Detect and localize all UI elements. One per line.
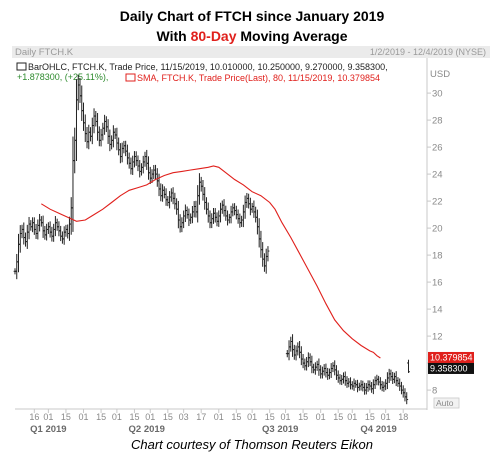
x-tick-label: 01 (145, 412, 155, 422)
x-tick-label: 01 (316, 412, 326, 422)
x-tick-label: 01 (79, 412, 89, 422)
y-tick-label: 20 (432, 224, 443, 235)
ma-value-flag: 10.379854 (428, 351, 474, 363)
x-quarter-label: Q4 2019 (360, 424, 396, 435)
y-tick-label: 26 (432, 143, 443, 154)
x-tick-label: 18 (398, 412, 408, 422)
last-price-flag-text: 9.358300 (430, 363, 468, 373)
y-tick-label: 12 (432, 332, 443, 343)
currency-label: USD (430, 69, 450, 80)
x-tick-label: 01 (112, 412, 122, 422)
x-tick-label: 16 (29, 412, 39, 422)
y-tick-label: 8 (432, 386, 437, 397)
x-tick-label: 01 (247, 412, 257, 422)
ohlc-bar (266, 246, 270, 262)
x-quarter-label: Q1 2019 (30, 424, 66, 435)
x-tick-label: 15 (333, 412, 343, 422)
ohlc-bar (407, 359, 410, 373)
x-tick-label: 15 (129, 412, 139, 422)
x-tick-label: 01 (281, 412, 291, 422)
y-axis-ticks: 81012141618202224262830 (427, 89, 443, 397)
x-tick-label: 15 (365, 412, 375, 422)
last-price-flag-box (428, 362, 474, 374)
x-tick-label: 15 (96, 412, 106, 422)
y-tick-label: 28 (432, 116, 443, 127)
x-tick-label: 01 (43, 412, 53, 422)
chart-credit: Chart courtesy of Thomson Reuters Eikon (130, 437, 374, 452)
x-tick-label: 15 (163, 412, 173, 422)
x-axis-ticks: 16 01 15 01 15 01 15 01 15 03 17 01 15 01 15 01 15 01 15 01… (29, 409, 408, 435)
y-tick-label: 30 (432, 89, 443, 100)
ma-flag-box (428, 351, 474, 363)
ma-flag-text: 10.379854 (430, 352, 473, 362)
legend-change-text: +1.878300, (+25.11%), (17, 72, 108, 82)
panel-header-bar (12, 46, 490, 58)
x-tick-label: 15 (265, 412, 275, 422)
title-prefix: With (156, 28, 191, 44)
auto-scale-button[interactable] (433, 397, 460, 409)
y-tick-label: 14 (432, 305, 443, 316)
x-tick-label: 01 (381, 412, 391, 422)
y-tick-label: 18 (432, 251, 443, 262)
moving-average-line (41, 165, 381, 359)
last-price-flag: 9.358300 (428, 362, 474, 374)
auto-scale-label: Auto (436, 398, 454, 408)
panel-title: Daily FTCH.K (15, 47, 74, 58)
x-tick-label: 01 (347, 412, 357, 422)
legend-sma-text: SMA, FTCH.K, Trade Price(Last), 80, 11/1… (137, 73, 380, 83)
legend-ohlc-text: BarOHLC, FTCH.K, Trade Price, 11/15/2019… (28, 62, 388, 72)
legend-ohlc-swatch (16, 62, 27, 71)
x-tick-label: 01 (214, 412, 224, 422)
title-accent: 80-Day (190, 28, 237, 44)
title-suffix: Moving Average (236, 28, 348, 44)
ohlc-bar (405, 392, 409, 405)
x-tick-label: 15 (298, 412, 308, 422)
x-tick-label: 17 (196, 412, 206, 422)
legend: BarOHLC, FTCH.K, Trade Price, 11/15/2019… (16, 62, 388, 83)
chart-title-line1: Daily Chart of FTCH since January 2019 (119, 8, 385, 24)
legend-sma-swatch (125, 73, 136, 82)
chart-title-line2: With 80-Day Moving Average (0, 28, 504, 44)
y-tick-label: 22 (432, 197, 443, 208)
x-tick-label: 15 (61, 412, 71, 422)
x-tick-label: 15 (231, 412, 241, 422)
ohlc-bars (13, 74, 410, 405)
x-quarter-label: Q2 2019 (129, 424, 165, 435)
y-tick-label: 24 (432, 170, 443, 181)
panel-date-range: 1/2/2019 - 12/4/2019 (NYSE) (370, 47, 486, 57)
x-tick-label: 03 (179, 412, 189, 422)
y-tick-label: 16 (432, 278, 443, 289)
x-quarter-label: Q3 2019 (262, 424, 298, 435)
